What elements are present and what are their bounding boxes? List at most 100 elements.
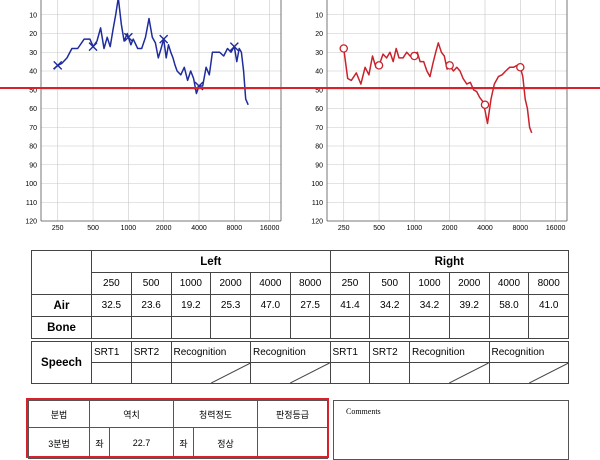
right-ear-header: Right (329, 250, 570, 273)
x-tick-label: 8000 (513, 225, 529, 232)
method-cell: 3분법 (28, 427, 90, 459)
x-tick-label: 500 (87, 225, 99, 232)
speech-audiometry-table: Speech SRT1 SRT2 Recognition Recognition… (31, 341, 569, 384)
srt2-right-value[interactable] (369, 362, 410, 384)
audiogram-charts: 10 20 30 40 50 60 70 80 90 100 110 120 250 500 1000 200… (0, 0, 600, 232)
recognition-left-1-header: Recognition (170, 341, 251, 363)
bone-right-250[interactable] (329, 316, 371, 339)
y-tick-label: 20 (315, 31, 323, 38)
diagonal-divider (251, 363, 330, 383)
x-tick-label: 1000 (121, 225, 137, 232)
y-tick-label: 120 (25, 219, 37, 226)
diagonal-divider (172, 363, 251, 383)
o-marker (410, 51, 419, 61)
recognition-left-2-value[interactable] (250, 362, 331, 384)
freq-right-1000: 1000 (409, 272, 450, 295)
recognition-right-1-value[interactable] (409, 362, 490, 384)
bone-left-250[interactable] (91, 316, 132, 339)
freq-right-4000: 4000 (488, 272, 530, 295)
o-marker (339, 44, 348, 53)
srt1-left-value[interactable] (91, 362, 132, 384)
air-left-250: 32.5 (91, 294, 132, 317)
x-tick-label: 16000 (546, 225, 566, 232)
left-hearing-degree: 정상 (193, 427, 258, 459)
bone-left-1000[interactable] (170, 316, 212, 339)
recognition-left-2-header: Recognition (250, 341, 331, 363)
y-tick-label: 80 (315, 144, 323, 151)
bone-left-2000[interactable] (210, 316, 251, 339)
y-tick-label: 80 (29, 144, 37, 151)
comments-label: Comments (346, 407, 381, 416)
right-ear-threshold-line (342, 42, 533, 134)
method-header: 분법 (28, 400, 90, 428)
freq-right-500: 500 (369, 272, 411, 295)
y-tick-label: 100 (25, 181, 37, 188)
srt1-right-value[interactable] (329, 362, 371, 384)
bone-left-4000[interactable] (250, 316, 291, 339)
left-side-label-2: 좌 (173, 427, 194, 459)
grade-header: 판정등급 (257, 400, 328, 428)
empty-corner-cell (31, 250, 92, 295)
y-tick-label: 30 (29, 50, 37, 57)
y-tick-label: 70 (315, 125, 323, 132)
recognition-right-2-value[interactable] (488, 362, 569, 384)
freq-left-4000: 4000 (250, 272, 291, 295)
freq-left-2000: 2000 (210, 272, 251, 295)
result-left-row: 3분법 좌 22.7 좌 정상 (28, 427, 328, 459)
bone-right-2000[interactable] (448, 316, 490, 339)
y-tick-label: 110 (312, 200, 323, 207)
y-tick-label: 90 (315, 162, 323, 169)
x-marker (123, 32, 133, 42)
y-tick-label: 40 (29, 69, 37, 76)
x-tick-label: 4000 (477, 225, 493, 232)
recognition-left-1-value[interactable] (170, 362, 251, 384)
y-tick-label: 60 (315, 106, 323, 113)
x-marker (53, 60, 63, 70)
speech-label: Speech (31, 341, 92, 384)
frequency-row: 250 500 1000 2000 4000 8000 250 500 1000 2000 4000… (32, 272, 570, 295)
result-header-row: 분법 역치 청력정도 판정등급 (28, 400, 328, 428)
srt2-left-value[interactable] (130, 362, 172, 384)
air-conduction-row: Air 32.5 23.6 19.2 25.3 47.0 27.5 41.4 34.2 34.2… (31, 294, 570, 317)
air-left-2000: 25.3 (210, 294, 251, 317)
x-tick-label: 500 (373, 225, 385, 232)
air-right-4000: 58.0 (488, 294, 530, 317)
x-tick-label: 1000 (407, 225, 423, 232)
hearing-result-table: 분법 역치 청력정도 판정등급 3분법 좌 22.7 좌 정상 (28, 400, 328, 459)
x-tick-label: 16000 (260, 225, 280, 232)
x-tick-label: 250 (338, 225, 350, 232)
diagonal-divider (410, 363, 489, 383)
bone-conduction-row: Bone (31, 316, 570, 339)
o-marker (480, 100, 490, 110)
air-left-8000: 27.5 (289, 294, 331, 317)
hearing-degree-header: 청력정도 (173, 400, 258, 428)
diagonal-divider (490, 363, 569, 383)
recognition-right-1-header: Recognition (409, 341, 490, 363)
left-ear-audiogram: 10 20 30 40 50 60 70 80 90 100 110 120 250 500 1000 200… (25, 0, 282, 232)
air-left-4000: 47.0 (250, 294, 291, 317)
freq-left-250: 250 (91, 272, 132, 295)
x-tick-label: 2000 (156, 225, 172, 232)
speech-header-row: Speech SRT1 SRT2 Recognition Recognition… (31, 341, 569, 384)
o-marker (516, 63, 525, 72)
air-left-1000: 19.2 (170, 294, 212, 317)
air-right-1000: 34.2 (409, 294, 450, 317)
bone-right-1000[interactable] (409, 316, 450, 339)
y-tick-label: 10 (315, 12, 323, 19)
bone-label: Bone (31, 316, 92, 339)
bone-right-8000[interactable] (528, 316, 570, 339)
air-left-500: 23.6 (130, 294, 172, 317)
freq-right-250: 250 (329, 272, 371, 295)
srt2-left-header: SRT2 (130, 341, 172, 363)
bone-left-8000[interactable] (289, 316, 331, 339)
bone-left-500[interactable] (130, 316, 172, 339)
freq-left-500: 500 (130, 272, 172, 295)
comments-box[interactable]: Comments (333, 400, 569, 460)
left-threshold-value: 22.7 (109, 427, 174, 459)
air-right-250: 41.4 (329, 294, 371, 317)
x-marker (88, 42, 98, 52)
bone-right-4000[interactable] (488, 316, 530, 339)
threshold-header: 역치 (89, 400, 174, 428)
bone-right-500[interactable] (369, 316, 411, 339)
left-ear-threshold-line (53, 0, 249, 106)
